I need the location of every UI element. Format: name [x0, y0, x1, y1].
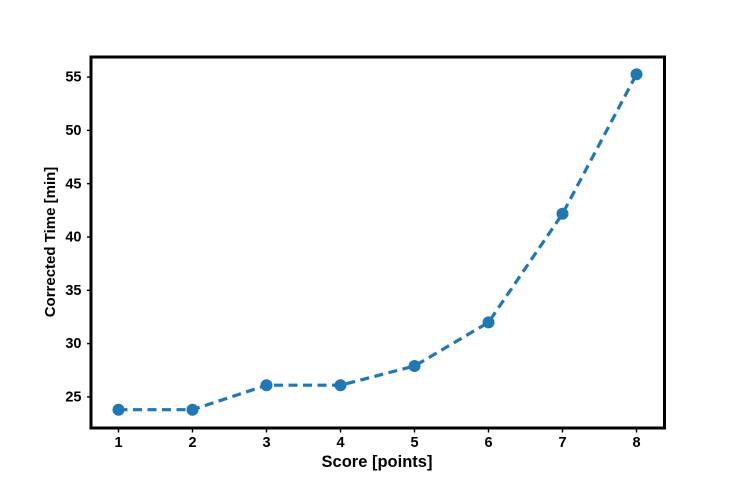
svg-text:5: 5	[410, 435, 418, 451]
svg-text:40: 40	[65, 230, 81, 246]
svg-text:8: 8	[632, 435, 640, 451]
svg-text:50: 50	[65, 123, 81, 139]
svg-text:1: 1	[114, 435, 122, 451]
svg-text:3: 3	[262, 435, 270, 451]
svg-text:Corrected Time [min]: Corrected Time [min]	[42, 167, 59, 318]
svg-text:25: 25	[65, 390, 81, 406]
svg-text:2: 2	[188, 435, 196, 451]
svg-text:30: 30	[65, 336, 81, 352]
svg-text:7: 7	[558, 435, 566, 451]
svg-text:Score [points]: Score [points]	[322, 453, 433, 471]
svg-text:45: 45	[65, 176, 81, 192]
svg-text:55: 55	[65, 70, 81, 86]
svg-text:35: 35	[65, 283, 81, 299]
svg-text:4: 4	[336, 435, 344, 451]
svg-text:6: 6	[484, 435, 492, 451]
